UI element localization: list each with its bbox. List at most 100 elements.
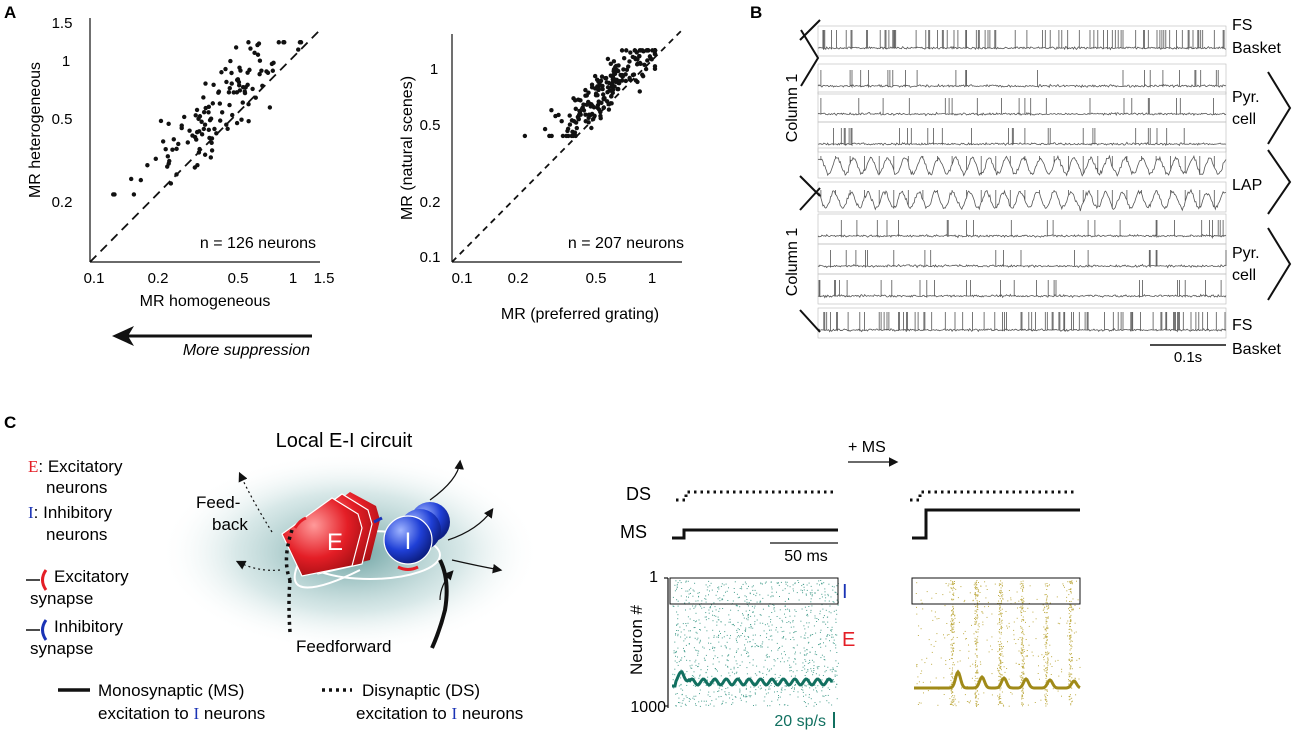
raster-spike bbox=[680, 595, 682, 597]
raster-spike bbox=[1021, 652, 1023, 654]
left-n-label: n = 126 neurons bbox=[200, 235, 316, 252]
raster-spike bbox=[1069, 649, 1071, 651]
raster-spike bbox=[950, 690, 952, 692]
left-scatter-point bbox=[217, 101, 223, 106]
raster-spike bbox=[794, 609, 796, 611]
raster-spike bbox=[680, 688, 682, 690]
raster-spike bbox=[1000, 633, 1002, 635]
raster-spike bbox=[976, 656, 978, 658]
raster-spike bbox=[1042, 604, 1044, 606]
raster-spike bbox=[1002, 598, 1004, 600]
raster-spike bbox=[681, 702, 683, 704]
raster-spike bbox=[953, 631, 955, 633]
raster-spike bbox=[707, 679, 708, 681]
raster-spike bbox=[974, 613, 976, 614]
left-scatter-point bbox=[223, 66, 228, 72]
raster-spike bbox=[752, 585, 754, 587]
trace-frame bbox=[817, 273, 1227, 305]
raster-spike bbox=[803, 589, 805, 591]
raster-spike bbox=[825, 609, 827, 611]
raster-spike bbox=[780, 626, 782, 628]
raster-spike bbox=[1044, 583, 1046, 585]
raster-spike bbox=[1064, 586, 1065, 588]
raster-spike bbox=[977, 587, 979, 589]
i-population-box-ms bbox=[911, 577, 1081, 605]
raster-spike bbox=[781, 637, 783, 639]
raster-spike bbox=[809, 635, 811, 637]
raster-spike bbox=[783, 636, 785, 637]
right-scatter-point bbox=[590, 117, 596, 122]
raster-spike bbox=[953, 582, 955, 584]
raster-spike bbox=[819, 631, 821, 633]
raster-spike bbox=[794, 615, 796, 617]
raster-spike bbox=[1000, 667, 1002, 669]
raster-spike bbox=[728, 587, 729, 589]
right-unity-line bbox=[451, 29, 683, 263]
legend-ms-2: excitation to I neurons bbox=[98, 704, 265, 723]
raster-spike bbox=[673, 606, 675, 607]
raster-spike bbox=[719, 608, 721, 610]
raster-spike bbox=[1071, 673, 1073, 675]
left-scatter-point bbox=[236, 83, 242, 88]
raster-spike bbox=[1019, 663, 1020, 665]
raster-spike bbox=[685, 590, 687, 592]
raster-spike bbox=[1044, 606, 1045, 608]
ms-label: MS bbox=[620, 522, 647, 542]
raster-spike bbox=[693, 695, 695, 697]
raster-spike bbox=[1020, 647, 1022, 649]
raster-spike bbox=[754, 605, 756, 607]
raster-spike bbox=[814, 653, 816, 655]
raster-spike bbox=[777, 699, 779, 701]
raster-spike bbox=[1048, 653, 1049, 655]
right-scatter-point bbox=[605, 56, 611, 62]
voltage-trace bbox=[817, 312, 1227, 333]
raster-spike bbox=[802, 590, 803, 592]
raster-spike bbox=[746, 696, 748, 698]
raster-spike bbox=[950, 625, 952, 627]
left-scatter-point bbox=[234, 120, 240, 126]
raster-spike bbox=[807, 637, 809, 639]
raster-spike bbox=[756, 592, 758, 594]
raster-spike bbox=[741, 586, 742, 588]
raster-spike bbox=[694, 685, 696, 687]
raster-spike bbox=[740, 635, 742, 636]
raster-spike bbox=[1000, 663, 1002, 665]
raster-spike bbox=[1068, 613, 1070, 615]
raster-spike bbox=[754, 643, 756, 645]
raster-spike bbox=[999, 591, 1000, 593]
voltage-trace bbox=[817, 250, 1227, 269]
raster-spike bbox=[785, 616, 787, 618]
raster-spike bbox=[805, 671, 807, 673]
raster-spike bbox=[675, 634, 676, 636]
raster-spike bbox=[1021, 612, 1023, 613]
raster-spike bbox=[805, 705, 807, 707]
raster-spike bbox=[819, 638, 821, 640]
raster-spike bbox=[785, 685, 787, 687]
raster-spike bbox=[788, 609, 790, 611]
right-scatter-point bbox=[542, 126, 548, 132]
raster-spike bbox=[776, 691, 778, 693]
raster-spike bbox=[703, 657, 705, 659]
raster-spike bbox=[717, 598, 719, 600]
raster-spike bbox=[709, 607, 711, 609]
right-scatter-point bbox=[567, 113, 572, 118]
raster-spike bbox=[717, 670, 718, 672]
raster-spike bbox=[1010, 692, 1012, 693]
raster-spike bbox=[708, 642, 709, 644]
raster-spike bbox=[723, 584, 725, 586]
raster-spike bbox=[1032, 655, 1034, 657]
raster-spike bbox=[1017, 607, 1018, 609]
raster-spike bbox=[998, 644, 1000, 646]
raster-spike bbox=[826, 616, 828, 618]
raster-spike bbox=[789, 667, 791, 669]
left-x-tick: 1.5 bbox=[314, 270, 335, 287]
raster-spike bbox=[795, 682, 797, 684]
raster-spike bbox=[974, 637, 976, 639]
raster-spike bbox=[936, 633, 938, 635]
bracket-pyr-2 bbox=[1267, 227, 1292, 301]
raster-spike bbox=[938, 618, 940, 619]
raster-spike bbox=[984, 606, 986, 608]
raster-spike bbox=[932, 619, 934, 621]
raster-spike bbox=[819, 598, 821, 600]
raster-spike bbox=[916, 683, 918, 685]
